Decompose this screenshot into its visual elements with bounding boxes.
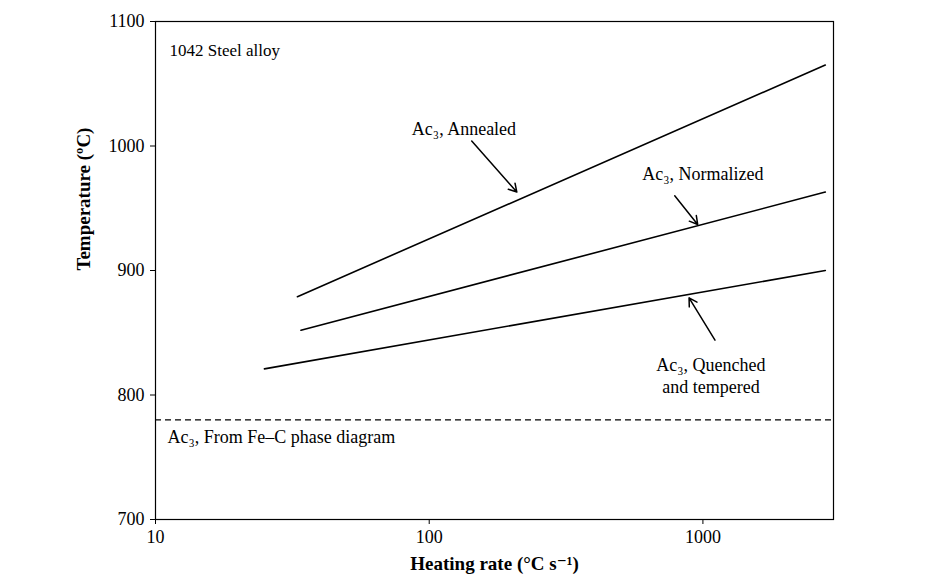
svg-text:1042 Steel alloy: 1042 Steel alloy (170, 41, 281, 60)
svg-text:Ac₃, Annealed: Ac₃, Annealed (412, 119, 516, 139)
svg-text:10: 10 (147, 527, 165, 547)
svg-text:1000: 1000 (109, 136, 145, 156)
svg-text:800: 800 (118, 385, 145, 405)
svg-text:Ac₃, Quenchedand tempered: Ac₃, Quenchedand tempered (656, 355, 765, 397)
svg-text:Temperature (ºC): Temperature (ºC) (73, 128, 95, 271)
svg-text:900: 900 (118, 260, 145, 280)
svg-text:1000: 1000 (685, 527, 721, 547)
svg-text:Ac₃, From Fe–C phase diagram: Ac₃, From Fe–C phase diagram (168, 427, 396, 447)
svg-text:700: 700 (118, 509, 145, 529)
svg-text:Ac₃, Normalized: Ac₃, Normalized (642, 164, 763, 184)
svg-text:1100: 1100 (109, 11, 144, 31)
svg-text:100: 100 (416, 527, 443, 547)
svg-text:Heating rate (°C s⁻¹): Heating rate (°C s⁻¹) (410, 553, 578, 575)
